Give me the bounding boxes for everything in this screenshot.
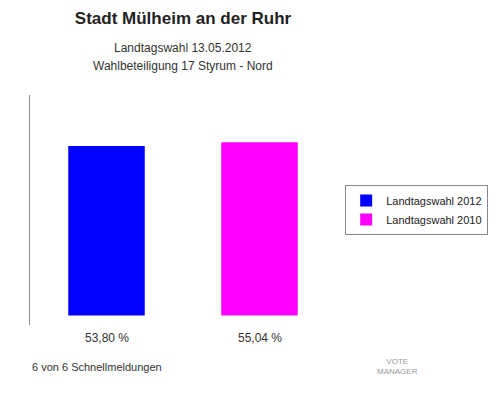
svg-text:Stadt Mülheim an der Ruhr: Stadt Mülheim an der Ruhr xyxy=(75,9,292,28)
svg-text:Landtagswahl 2010: Landtagswahl 2010 xyxy=(386,214,481,226)
svg-text:53,80 %: 53,80 % xyxy=(85,331,129,345)
svg-text:55,04 %: 55,04 % xyxy=(238,331,282,345)
svg-text:Landtagswahl 2012: Landtagswahl 2012 xyxy=(386,195,481,207)
svg-text:Landtagswahl 13.05.2012: Landtagswahl 13.05.2012 xyxy=(114,41,252,55)
svg-text:6 von 6 Schnellmeldungen: 6 von 6 Schnellmeldungen xyxy=(32,361,162,373)
svg-text:Wahlbeteiligung 17 Styrum - No: Wahlbeteiligung 17 Styrum - Nord xyxy=(93,59,273,73)
svg-text:VOTEMANAGER: VOTEMANAGER xyxy=(377,357,418,376)
